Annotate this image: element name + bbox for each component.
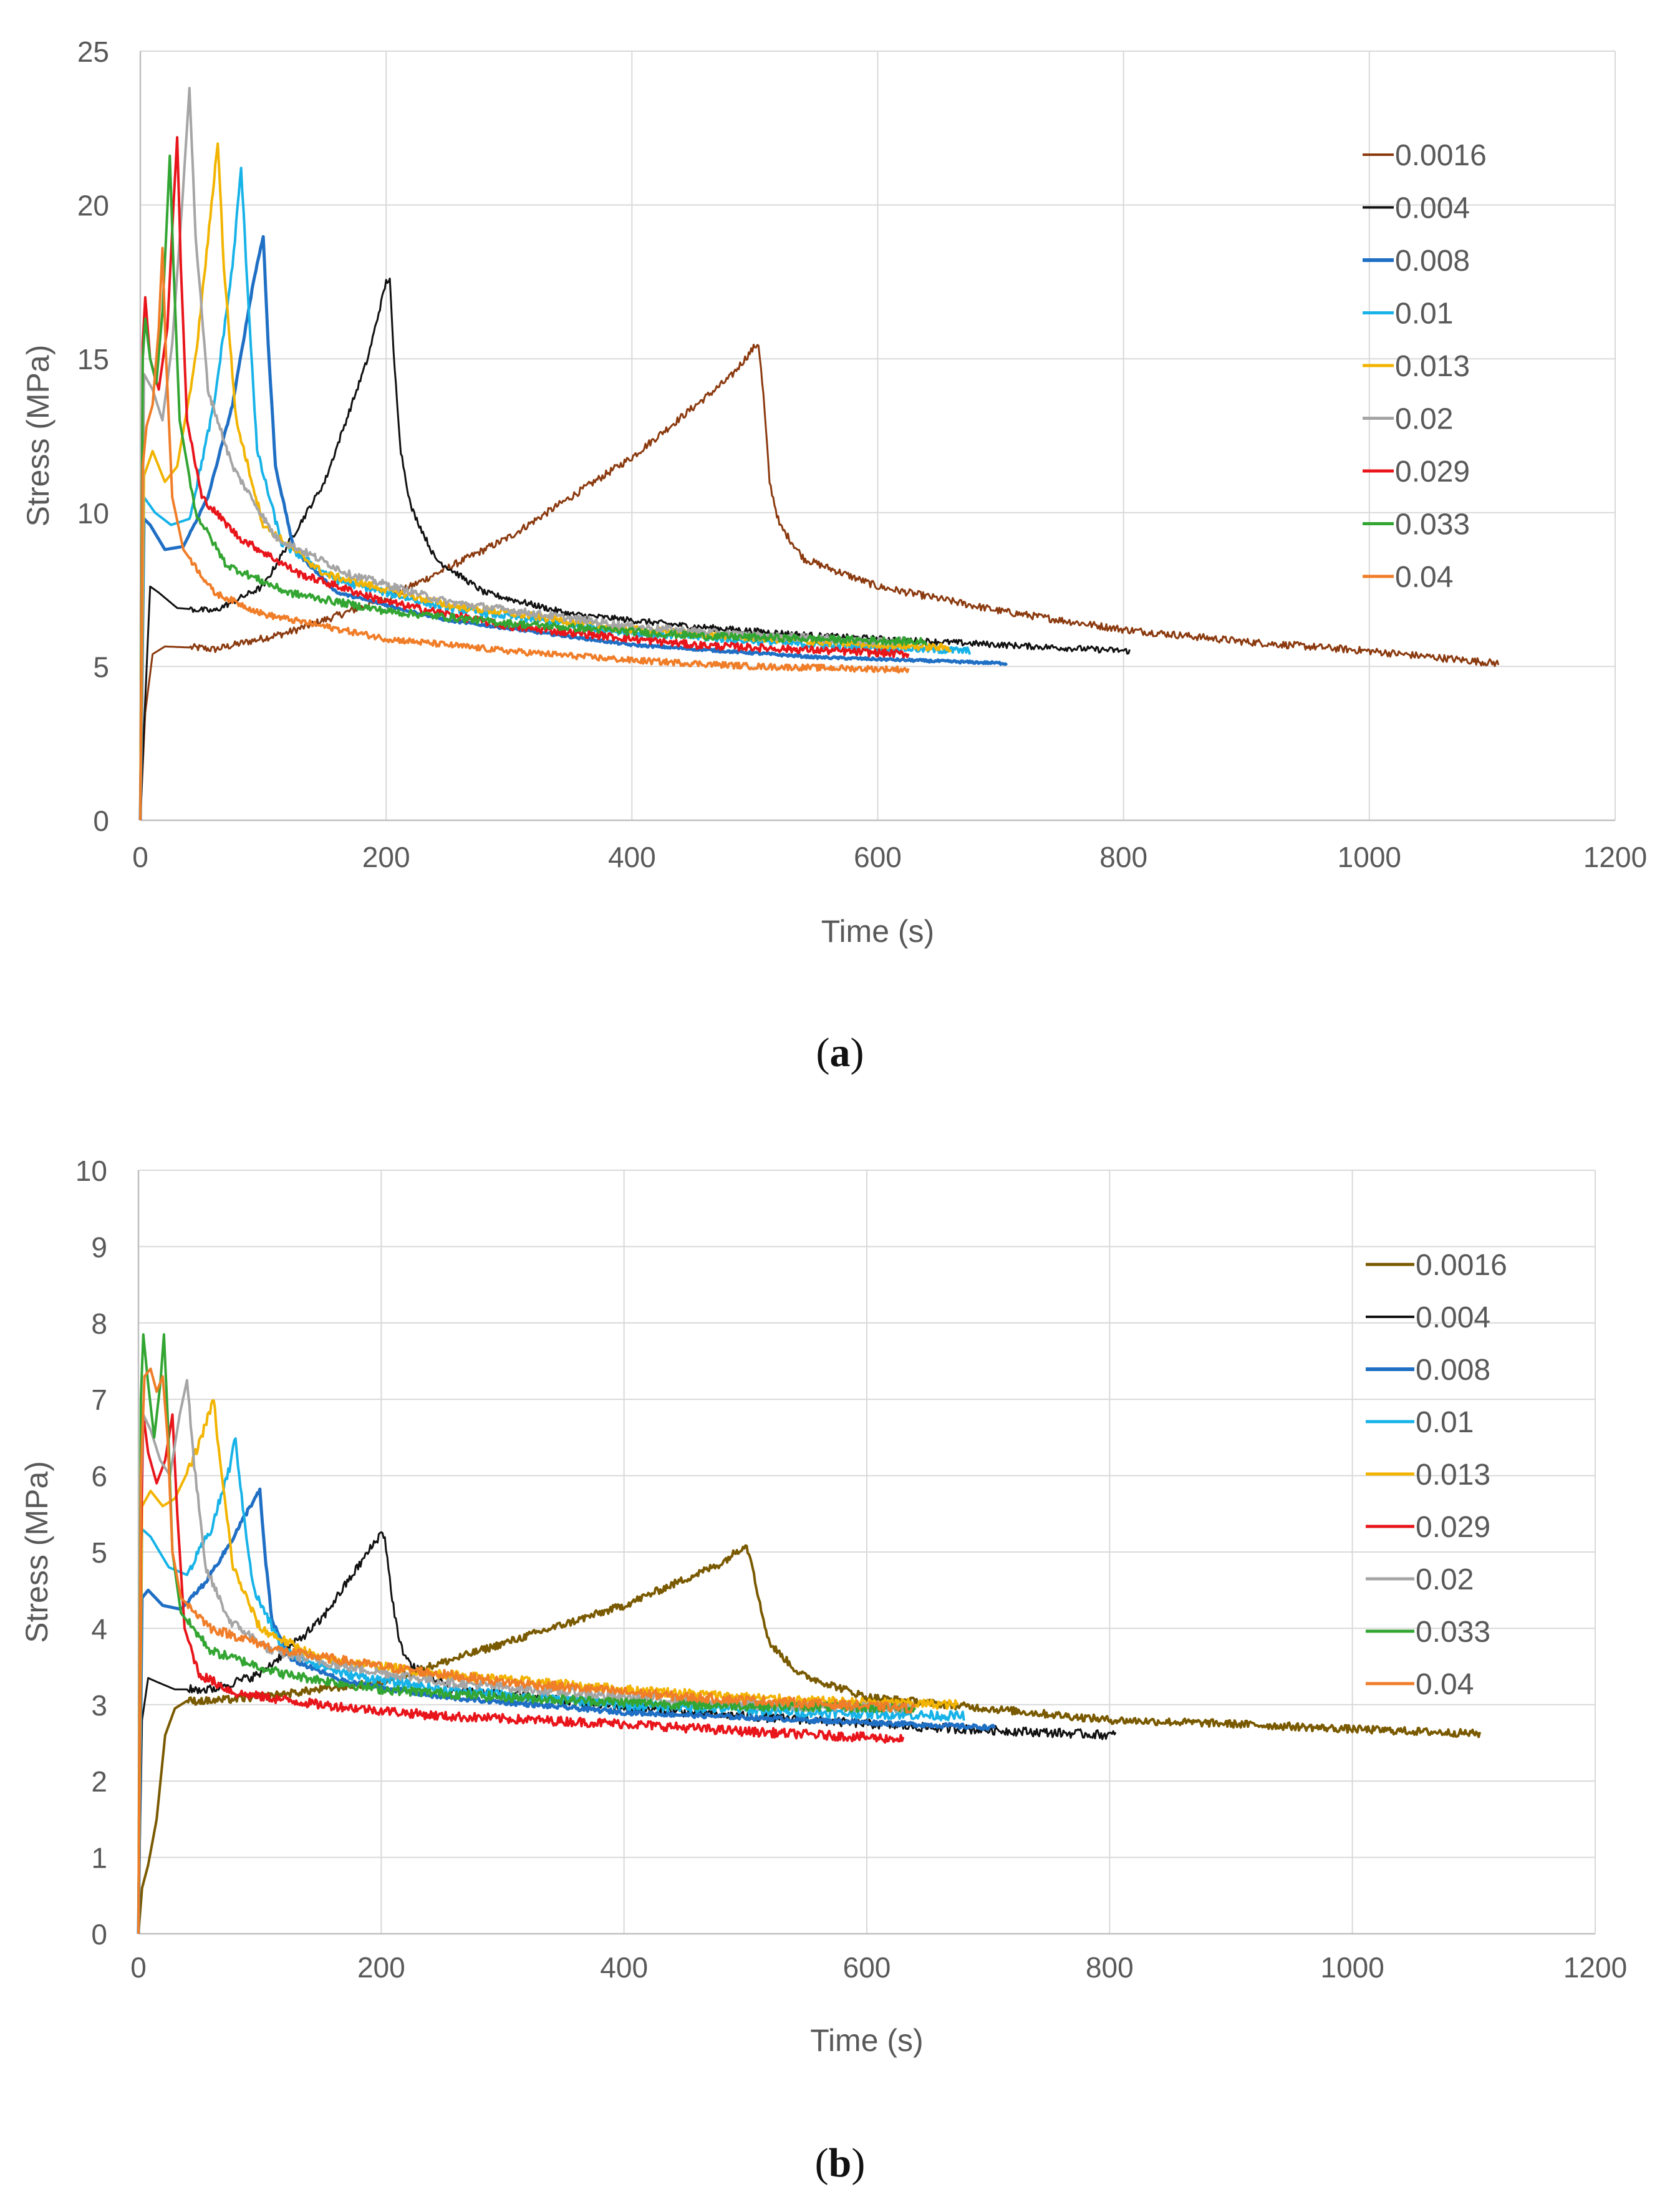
- x-axis-title: Time (s): [810, 2023, 923, 2058]
- x-tick-label: 400: [600, 1951, 648, 1984]
- y-tick-label: 4: [91, 1613, 107, 1645]
- x-tick-label: 1200: [1583, 841, 1647, 873]
- x-tick-label: 1000: [1338, 841, 1401, 873]
- legend-label: 0.004: [1395, 192, 1470, 225]
- x-tick-label: 200: [357, 1951, 405, 1984]
- y-tick-label: 8: [91, 1307, 107, 1340]
- y-tick-label: 5: [91, 1536, 107, 1569]
- legend-label: 0.008: [1416, 1354, 1490, 1387]
- x-tick-label: 400: [608, 841, 656, 873]
- y-tick-label: 5: [93, 651, 109, 683]
- y-tick-label: 0: [93, 805, 109, 837]
- x-tick-label: 800: [1099, 841, 1147, 873]
- x-tick-label: 1000: [1320, 1951, 1384, 1984]
- y-tick-label: 20: [77, 190, 109, 222]
- x-tick-label: 0: [132, 841, 148, 873]
- legend-label: 0.04: [1416, 1668, 1474, 1701]
- legend-label: 0.033: [1416, 1616, 1490, 1649]
- series-line-0_029: [139, 136, 910, 821]
- legend-label: 0.013: [1395, 350, 1470, 383]
- x-tick-label: 800: [1086, 1951, 1134, 1984]
- legend-label: 0.029: [1395, 455, 1470, 488]
- legend-label: 0.013: [1416, 1458, 1490, 1491]
- series-line-0_029: [137, 1413, 905, 1934]
- x-tick-label: 600: [843, 1951, 891, 1984]
- x-tick-label: 200: [362, 841, 410, 873]
- caption-a: (a): [816, 1030, 864, 1075]
- x-tick-label: 0: [130, 1951, 147, 1984]
- caption-b: (b): [814, 2140, 866, 2186]
- y-axis-title: Stress (MPa): [21, 345, 56, 527]
- y-tick-label: 0: [91, 1918, 107, 1951]
- legend-label: 0.033: [1395, 508, 1470, 541]
- y-tick-label: 9: [91, 1231, 107, 1263]
- series-line-0_0016: [137, 1544, 1482, 1934]
- legend-label: 0.0016: [1416, 1249, 1507, 1282]
- x-tick-label: 600: [854, 841, 902, 873]
- series-line-0_04: [137, 1367, 917, 1934]
- y-tick-label: 7: [91, 1384, 107, 1416]
- y-tick-label: 10: [77, 497, 109, 530]
- series-line-0_02: [139, 87, 904, 821]
- y-tick-label: 10: [75, 1155, 107, 1187]
- x-tick-label: 1200: [1563, 1951, 1627, 1984]
- legend-label: 0.029: [1416, 1511, 1490, 1544]
- series-line-0_01: [139, 167, 972, 821]
- legend-label: 0.008: [1395, 245, 1470, 278]
- series-line-0_004: [139, 278, 1131, 821]
- y-tick-label: 25: [77, 36, 109, 68]
- legend-label: 0.01: [1395, 298, 1453, 331]
- x-axis-title: Time (s): [821, 914, 934, 949]
- series-line-0_02: [137, 1379, 916, 1934]
- y-tick-label: 15: [77, 343, 109, 376]
- legend-label: 0.02: [1395, 403, 1453, 436]
- legend-label: 0.004: [1416, 1301, 1490, 1334]
- series-line-0_033: [139, 154, 928, 821]
- y-tick-label: 3: [91, 1689, 107, 1722]
- series-line-0_04: [139, 246, 910, 821]
- legend-label: 0.01: [1416, 1406, 1474, 1439]
- legend-label: 0.04: [1395, 561, 1453, 594]
- chart-a: 0 5 10 15 20 25 0 200 400 600 800 1000 1200 Time (s) S…: [21, 36, 1647, 949]
- series-line-0_033: [137, 1333, 917, 1934]
- y-tick-label: 1: [91, 1842, 107, 1874]
- y-tick-label: 2: [91, 1765, 107, 1798]
- chart-b: 0 1 2 3 4 5 6 7 8 9 10 0 200 400 600 800 1000 1200 Time (s…: [19, 1155, 1627, 2058]
- legend-label: 0.02: [1416, 1563, 1474, 1596]
- legend-label: 0.0016: [1395, 139, 1487, 172]
- series-line-0_004: [137, 1531, 1117, 1934]
- y-tick-label: 6: [91, 1460, 107, 1493]
- y-axis-title: Stress (MPa): [19, 1461, 54, 1643]
